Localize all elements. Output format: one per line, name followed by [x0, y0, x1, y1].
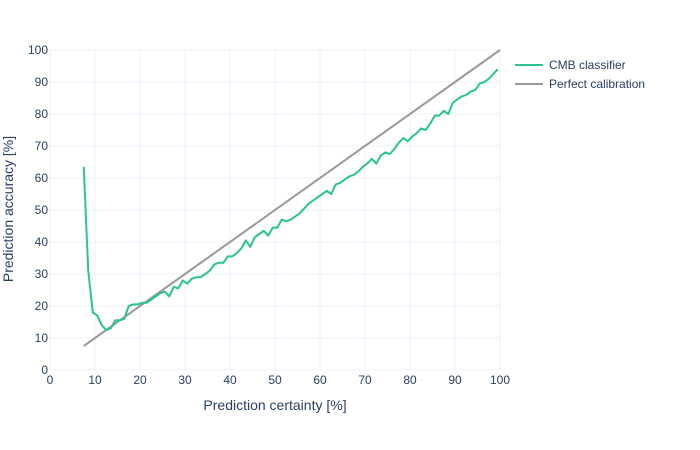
y-tick-label: 20 [35, 299, 49, 313]
x-tick-label: 10 [88, 373, 102, 387]
x-tick-label: 0 [47, 373, 54, 387]
series-layer [82, 49, 501, 347]
series-line-cmb-classifier [82, 68, 499, 331]
legend[interactable]: CMB classifier Perfect calibration [515, 58, 645, 91]
y-tick-label: 70 [35, 139, 49, 153]
y-tick-label: 40 [35, 235, 49, 249]
x-tick-label: 30 [178, 373, 192, 387]
y-tick-label: 80 [35, 107, 49, 121]
y-tick-label: 100 [28, 43, 48, 57]
y-axis-ticks: 0 10 20 30 40 50 60 70 80 90 100 [28, 43, 48, 377]
x-tick-label: 20 [133, 373, 147, 387]
x-tick-label: 40 [223, 373, 237, 387]
x-tick-label: 60 [313, 373, 327, 387]
x-tick-label: 70 [358, 373, 372, 387]
gridlines [49, 49, 501, 371]
y-tick-label: 10 [35, 331, 49, 345]
x-tick-label: 90 [448, 373, 462, 387]
series-line-perfect-calibration [83, 49, 501, 347]
legend-label: CMB classifier [549, 58, 626, 72]
y-tick-label: 0 [41, 363, 48, 377]
x-tick-label: 50 [268, 373, 282, 387]
legend-label: Perfect calibration [549, 77, 645, 91]
x-axis-title: Prediction certainty [%] [203, 397, 346, 413]
y-tick-label: 60 [35, 171, 49, 185]
x-tick-label: 80 [403, 373, 417, 387]
y-axis-title: Prediction accuracy [%] [0, 136, 16, 282]
x-axis-ticks: 0 10 20 30 40 50 60 70 80 90 100 [47, 373, 511, 387]
legend-item[interactable]: CMB classifier [515, 58, 626, 72]
y-tick-label: 90 [35, 75, 49, 89]
y-tick-label: 50 [35, 203, 49, 217]
y-tick-label: 30 [35, 267, 49, 281]
legend-item[interactable]: Perfect calibration [515, 77, 645, 91]
x-tick-label: 100 [490, 373, 510, 387]
